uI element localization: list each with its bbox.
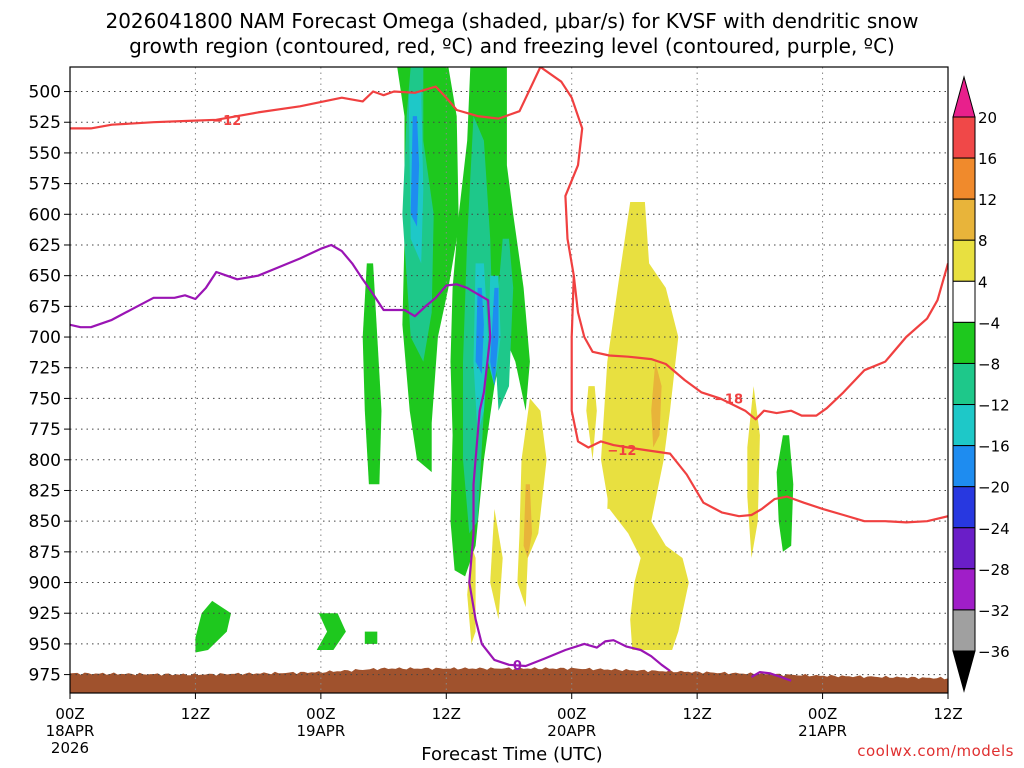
- contour-label-purple_0: 0: [513, 659, 522, 674]
- omega-region-w4-16: [601, 202, 689, 650]
- y-tick-label-700: 700: [29, 328, 61, 348]
- omega-region-g16-14: [475, 287, 484, 374]
- y-tick-label-900: 900: [29, 574, 61, 594]
- colorbar-label-13: −36: [978, 643, 1010, 661]
- x-tick-label-84: 12Z: [933, 705, 962, 723]
- omega-region-w4-19: [517, 398, 547, 608]
- chart-title-line-1: 2026041800 NAM Forecast Omega (shaded, μ…: [105, 9, 919, 33]
- x-axis-label: Forecast Time (UTC): [421, 744, 603, 765]
- contour-label-red_minus12_lower: −12: [607, 444, 636, 459]
- x-date-label-72: 21APR: [798, 722, 847, 740]
- plot-frame: [69, 66, 949, 694]
- colorbar-label-6: −8: [978, 355, 1000, 373]
- contour-purple_0_right: [750, 670, 792, 682]
- x-tick-label-72: 00Z: [808, 705, 837, 723]
- colorbar-bin--8--4: [952, 321, 976, 364]
- y-tick-label-825: 825: [29, 481, 61, 501]
- omega-region-g4-5: [316, 613, 346, 650]
- contour-layer: −12 −18 −12 0: [70, 67, 948, 682]
- omega-region-w4-18: [607, 459, 616, 509]
- y-tick-label-950: 950: [29, 635, 61, 655]
- colorbar-label-12: −32: [978, 602, 1010, 620]
- contour-red_minus12_upper: [70, 67, 542, 130]
- chart-title-line-2: growth region (contoured, red, ºC) and f…: [129, 34, 895, 58]
- y-tick-label-975: 975: [29, 666, 61, 686]
- y-tick-label-850: 850: [29, 512, 61, 532]
- contour-label-red_minus18: −18: [714, 392, 743, 407]
- colorbar-bin--28--24: [952, 527, 976, 570]
- y-tick-label-600: 600: [29, 205, 61, 225]
- colorbar-bin--24--20: [952, 486, 976, 529]
- colorbar-bin--20--16: [952, 445, 976, 488]
- x-date-label-24: 19APR: [296, 722, 345, 740]
- x-tick-label-36: 12Z: [432, 705, 461, 723]
- colorbar-label-4: 4: [978, 273, 988, 291]
- colorbar-bin--4-4: [952, 280, 976, 323]
- omega-region-w4-17: [586, 386, 597, 460]
- contour-red_minus18: [539, 67, 948, 421]
- colorbar-bin-16-20: [952, 116, 976, 159]
- colorbar-bin-12-16: [952, 157, 976, 200]
- y-tick-label-800: 800: [29, 451, 61, 471]
- colorbar-label-3: 8: [978, 232, 988, 250]
- colorbar-bin--32--28: [952, 568, 976, 611]
- y-tick-label-500: 500: [29, 83, 61, 103]
- omega-shading-layer: [195, 67, 794, 653]
- colorbar-bin--16--12: [952, 404, 976, 447]
- y-tick-label-575: 575: [29, 175, 61, 195]
- colorbar-bin--12--8: [952, 362, 976, 406]
- omega-region-g4-2: [362, 263, 382, 485]
- contour-purple_0: [70, 243, 671, 672]
- colorbar-label-0: 20: [978, 109, 997, 127]
- y-axis: 500 525 550 575 600 625 650 675 700 725 750 775 800 8…: [29, 83, 70, 686]
- colorbar-label-1: 16: [978, 150, 997, 168]
- x-date-label-0: 18APR: [46, 722, 95, 740]
- colorbar-label-7: −12: [978, 397, 1010, 415]
- omega-region-w4-22: [747, 386, 760, 558]
- x-tick-label-12: 12Z: [181, 705, 210, 723]
- contour-red_minus12_lower: [570, 275, 948, 524]
- y-tick-label-725: 725: [29, 359, 61, 379]
- x-tick-label-0: 00Z: [55, 705, 84, 723]
- terrain-ground: [70, 667, 948, 693]
- colorbar-underflow-triangle: [952, 650, 976, 693]
- colorbar-label-11: −28: [978, 561, 1010, 579]
- colorbar-bin-8-12: [952, 198, 976, 241]
- colorbar-label-10: −24: [978, 520, 1010, 538]
- terrain-ground-layer: [70, 667, 948, 693]
- y-tick-label-650: 650: [29, 267, 61, 287]
- omega-region-g16-13: [410, 116, 420, 227]
- y-tick-label-925: 925: [29, 604, 61, 624]
- x-tick-label-24: 00Z: [306, 705, 335, 723]
- y-tick-label-875: 875: [29, 543, 61, 563]
- x-date-label-48: 20APR: [547, 722, 596, 740]
- colorbar-label-5: −4: [978, 314, 1000, 332]
- omega-region-g4-3: [776, 435, 794, 552]
- omega-region-g4-6: [364, 631, 378, 644]
- colorbar-bin--36--32: [952, 609, 976, 652]
- colorbar: 20 16 12 8 4 −4 −8 −12 −16 −20 −24 −28 −32 −36: [952, 75, 1010, 693]
- omega-region-w4-21: [490, 508, 503, 620]
- colorbar-label-2: 12: [978, 191, 997, 209]
- colorbar-label-9: −20: [978, 479, 1010, 497]
- x-year-label-0: 2026: [51, 739, 89, 757]
- credit-text: coolwx.com/models: [857, 742, 1014, 760]
- y-tick-label-550: 550: [29, 144, 61, 164]
- x-tick-label-48: 00Z: [557, 705, 586, 723]
- y-tick-label-625: 625: [29, 236, 61, 256]
- y-tick-label-775: 775: [29, 420, 61, 440]
- omega-region-g4-4: [195, 600, 231, 653]
- colorbar-bin-4-8: [952, 239, 976, 282]
- y-tick-label-525: 525: [29, 113, 61, 133]
- y-tick-label-750: 750: [29, 389, 61, 409]
- omega-region-w8-23: [651, 361, 662, 448]
- gridlines: [70, 67, 948, 693]
- colorbar-label-8: −16: [978, 438, 1010, 456]
- x-tick-label-60: 12Z: [682, 705, 711, 723]
- y-tick-label-675: 675: [29, 297, 61, 317]
- contour-label-red_minus12_upper: −12: [212, 114, 241, 129]
- colorbar-overflow-triangle: [952, 75, 976, 118]
